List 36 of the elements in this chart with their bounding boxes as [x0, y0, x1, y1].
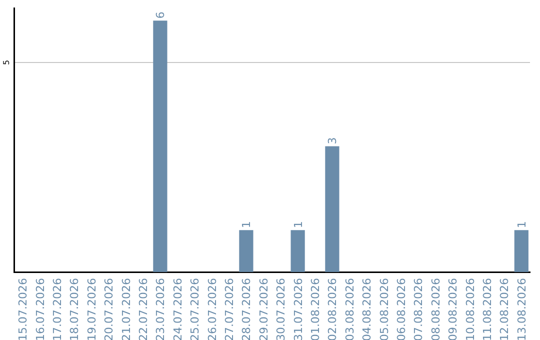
x-tick-label: 21.07.2026 [120, 278, 133, 340]
x-tick-label: 19.07.2026 [85, 278, 98, 340]
data-label: 6 [154, 12, 168, 19]
x-tick-label: 01.08.2026 [309, 278, 322, 340]
x-tick-label: 12.08.2026 [498, 278, 512, 340]
x-tick-label: 27.07.2026 [223, 278, 236, 340]
x-tick-label: 13.08.2026 [515, 278, 528, 340]
x-tick-label: 02.08.2026 [326, 278, 340, 340]
x-tick-label: 03.08.2026 [343, 278, 356, 340]
y-tick-label: 5 [2, 60, 12, 66]
x-tick-label: 17.07.2026 [51, 278, 64, 340]
x-tick-label: 11.08.2026 [481, 278, 494, 340]
x-tick-label: 24.07.2026 [171, 278, 184, 340]
x-tick-label: 07.08.2026 [412, 278, 426, 340]
x-tick-label: 18.07.2026 [68, 278, 82, 340]
x-tick-label: 31.07.2026 [292, 278, 305, 340]
x-tick-label: 06.08.2026 [395, 278, 408, 340]
x-tick-label: 26.07.2026 [206, 278, 219, 340]
data-label: 1 [240, 221, 254, 228]
x-tick-label: 10.08.2026 [464, 278, 477, 340]
x-tick-label: 30.07.2026 [274, 278, 288, 340]
x-tick-label: 29.07.2026 [257, 278, 270, 340]
x-tick-label: 22.07.2026 [137, 278, 150, 340]
x-tick-label: 08.08.2026 [429, 278, 442, 340]
x-tick-label: 05.08.2026 [378, 278, 391, 340]
data-label: 3 [326, 137, 340, 144]
x-tick-label: 23.07.2026 [154, 278, 168, 340]
x-tick-label: 16.07.2026 [34, 278, 47, 340]
x-tick-label: 04.08.2026 [360, 278, 374, 340]
x-tick-label: 25.07.2026 [188, 278, 202, 340]
x-tick-label: 20.07.2026 [102, 278, 116, 340]
x-tick-label: 09.08.2026 [446, 278, 460, 340]
data-label: 1 [515, 221, 528, 228]
data-label: 1 [292, 221, 305, 228]
x-tick-label: 28.07.2026 [240, 278, 254, 340]
x-tick-label: 15.07.2026 [16, 278, 30, 340]
